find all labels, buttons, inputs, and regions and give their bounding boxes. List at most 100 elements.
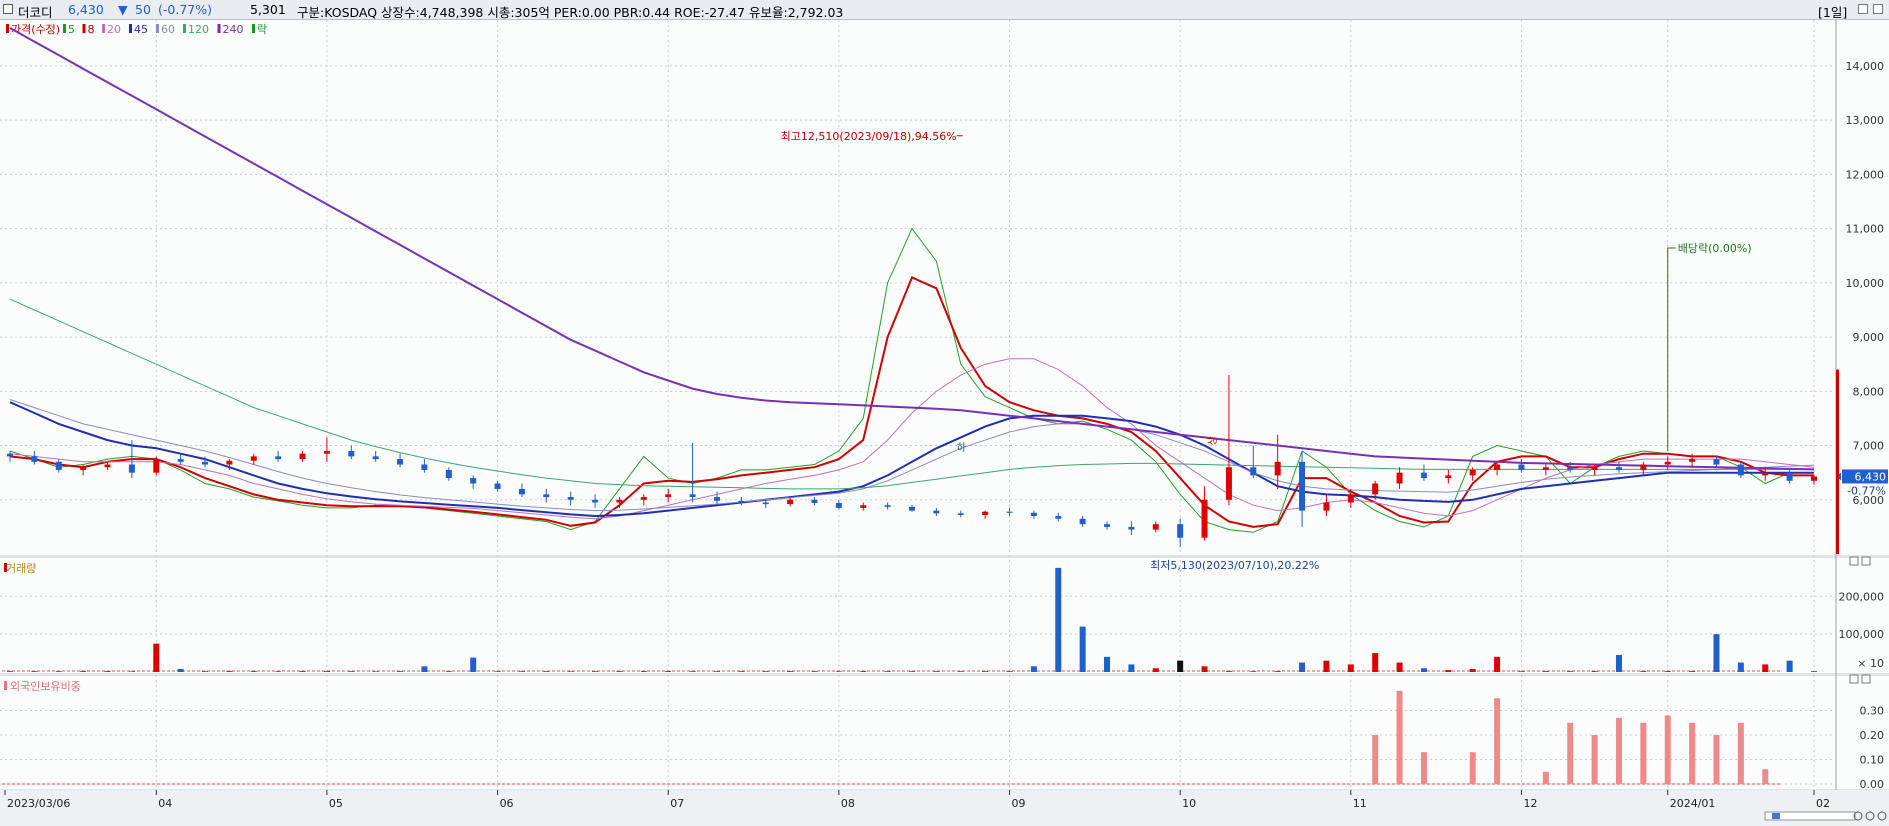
maximize-icon[interactable] [1858,4,1868,14]
price-tick-label: 11,000 [1846,223,1885,236]
candle-body [1591,467,1598,470]
volume-bar [1737,662,1744,672]
volume-tick-label: 100,000 [1839,628,1885,641]
volume-bar [640,671,647,672]
legend-label: 락 [257,23,267,36]
volume-unit-label: × 10 [1857,657,1884,670]
stock-name: 더코디 [18,5,53,20]
candle-body [1615,467,1622,470]
price-tick-label: 13,000 [1846,114,1885,127]
foreign-bar [1664,715,1671,784]
volume-bar [1567,671,1574,672]
limit-up-marker: 상 [1207,436,1219,445]
volume-bar [445,671,452,672]
candle-body [1274,461,1281,476]
candle-body [665,494,672,498]
stock-info: 구분:KOSDAQ 상장수:4,748,398 시총:305억 PER:0.00… [297,5,844,20]
volume-bar [787,671,794,672]
high-annotation: 최고12,510(2023/09/18),94.56% [781,130,957,143]
volume-bar [518,671,525,672]
close-icon[interactable] [1873,4,1883,14]
candle-body [1201,499,1208,538]
current-price: 6,430 [68,2,104,17]
axes: 14,000 13,000 12,000 11,000 10,000 9,000 8,000… [4,60,1888,821]
candle-body [592,499,599,503]
ma-line-45 [9,401,1814,518]
trading-volume: 5,301 [250,2,286,17]
x-axis-label: 12 [1523,797,1537,810]
volume-bar [884,671,891,672]
scrollbar-track [1764,811,1856,821]
candle-body [104,464,111,468]
volume-bar [1177,660,1184,672]
zoom-icon [1853,811,1863,821]
volume-bar [1420,668,1427,672]
x-axis-label: 07 [670,797,684,810]
candle-body [860,505,867,508]
candle-body [884,505,891,507]
volume-bar [860,671,867,672]
candle-body [250,456,257,461]
ma-line-5 [9,227,1814,533]
candle-body [226,460,233,465]
volume-bar [1128,664,1135,672]
window-checkbox[interactable] [3,4,13,14]
candle-body [1396,472,1403,484]
volume-bar [348,671,355,672]
volume-bar [1811,671,1817,672]
candle-body [909,506,915,511]
volume-bar [1323,660,1330,672]
x-axis-label: 05 [329,797,343,810]
dividend-marker-line [1667,247,1676,451]
volume-bar [811,671,818,672]
panel-close-icon [1861,556,1871,566]
price-tick-label: 6,000 [1853,494,1885,507]
legend-swatch [156,24,159,33]
volume-bar [494,671,501,672]
panel-close-icon [1861,674,1871,684]
volume-bar [567,671,574,672]
legend-swatch [183,24,186,33]
candle-body [1372,483,1379,495]
volume-bar [1104,656,1111,672]
candle-body [738,500,745,503]
volume-bar [1079,626,1086,672]
volume-bar [1372,653,1379,672]
candle-body [128,464,135,473]
candle-body [957,513,964,515]
candle-body [31,456,38,462]
change-arrow-icon: ▼ [118,2,128,17]
price-panel-bg [0,20,1889,554]
candle-body [55,461,62,470]
candle-body [348,450,355,457]
legend-label: 120 [188,23,209,36]
x-axis-bg [0,790,1889,826]
x-axis-label: 06 [500,797,514,810]
volume-bar [299,671,306,672]
legend-label: 60 [161,23,175,36]
price-tick-label: 14,000 [1846,60,1885,73]
volume-bar [616,671,623,672]
foreign-bar [1689,722,1696,784]
candle-body [299,453,306,460]
candle-body [835,503,842,508]
volume-bar [592,671,599,672]
candle-body [1225,467,1232,500]
candle-body [372,456,379,460]
candle-body [1250,467,1257,476]
candle-body [1713,459,1720,465]
volume-bar [1615,654,1622,672]
volume-bar [689,671,696,672]
volume-bar [933,671,940,672]
volume-bar [1469,668,1476,672]
ma-line-120 [9,298,1814,490]
zoom-icon [1877,811,1887,821]
candle-body [1420,472,1427,479]
volume-bar [1201,666,1208,672]
candle-body [933,510,940,514]
volume-bar [835,671,842,672]
panel-divider [0,555,1889,558]
volume-bar [1225,671,1232,672]
period-selector[interactable]: [1일] [1818,5,1848,20]
volume-bar [104,671,111,672]
